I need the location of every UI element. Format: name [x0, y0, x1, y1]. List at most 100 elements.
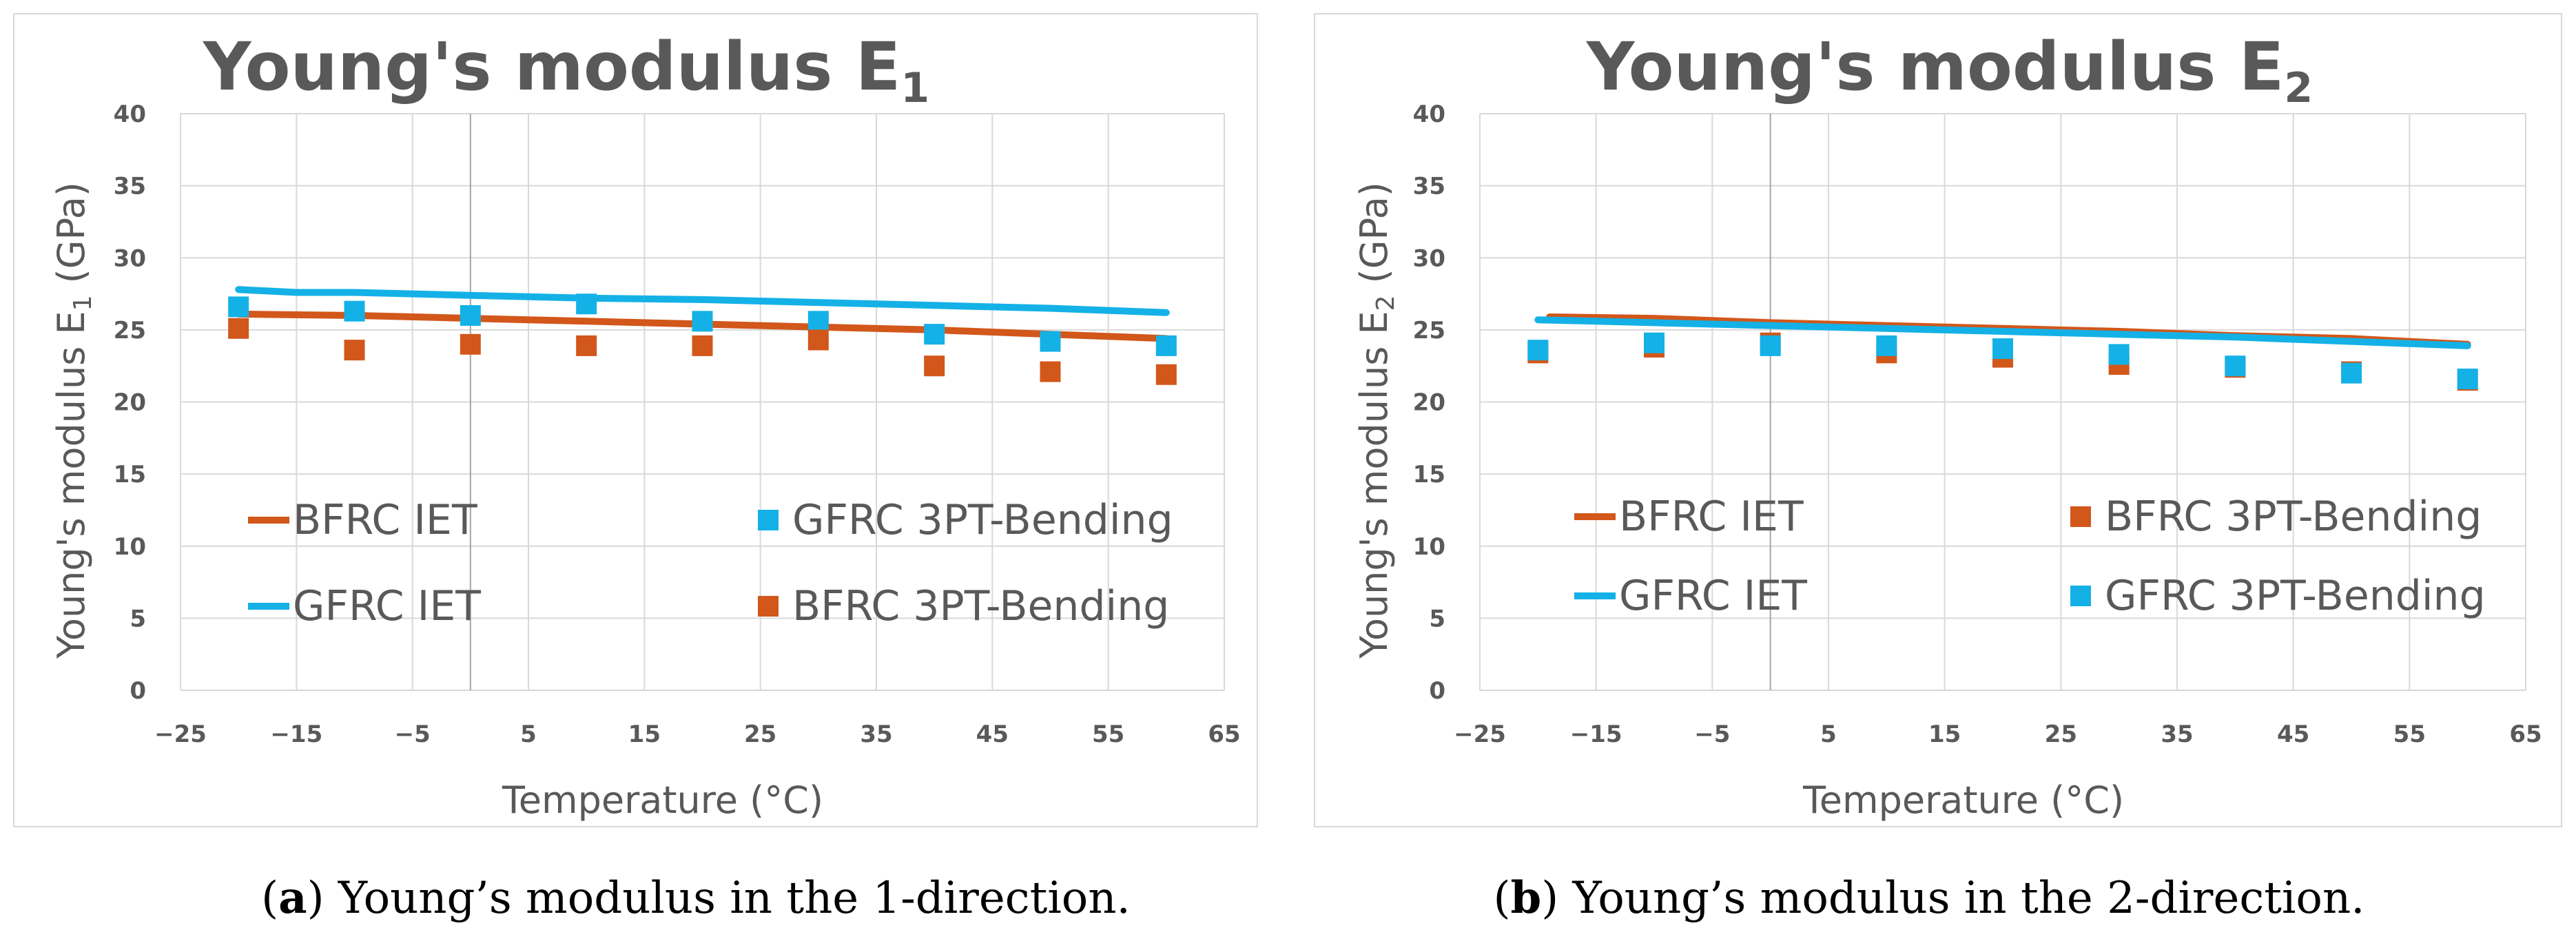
data-point-gfrc-3pt-bending [228, 296, 249, 318]
x-tick-label: 65 [1208, 721, 1240, 748]
y-tick-label: 10 [1413, 533, 1445, 561]
y-tick-label: 25 [114, 317, 146, 344]
x-axis-ticks: −25 −15 −5 5 15 25 35 45 55 65 [154, 721, 1241, 748]
y-tick-label: 20 [114, 389, 146, 417]
legend-label-bfrc-iet: BFRC IET [1619, 493, 1804, 541]
data-point-gfrc-3pt-bending [460, 304, 481, 326]
data-point-bfrc-3pt-bending [460, 333, 481, 355]
y-axis-ticks: 0 5 10 15 20 25 30 35 40 [1413, 101, 1445, 705]
x-tick-label: 35 [2161, 721, 2193, 748]
y-axis-label: Young's modulus E1 (GPa) [50, 182, 97, 659]
legend-label-gfrc-3pt-bending: GFRC 3PT-Bending [792, 496, 1173, 544]
x-tick-label: 45 [2277, 721, 2309, 748]
legend: BFRC IET GFRC 3PT-Bending GFRC IET BFRC 3PT… [248, 496, 1173, 630]
y-tick-label: 15 [1413, 461, 1445, 488]
legend-swatch-gfrc-3pt-bending [2070, 586, 2091, 606]
x-tick-label: 65 [2509, 721, 2542, 748]
y-tick-label: 30 [114, 245, 146, 272]
x-axis-ticks: −25 −15 −5 5 15 25 35 45 55 65 [1454, 721, 2542, 748]
data-point-gfrc-3pt-bending [1527, 340, 1549, 361]
data-point-bfrc-3pt-bending [576, 335, 597, 356]
data-point-gfrc-3pt-bending [1155, 335, 1177, 356]
y-tick-label: 20 [1413, 389, 1445, 417]
x-tick-label: −5 [1694, 721, 1730, 748]
data-point-bfrc-3pt-bending [692, 335, 713, 356]
y-axis-label: Young's modulus E2 (GPa) [1352, 182, 1400, 659]
data-point-bfrc-3pt-bending [344, 340, 365, 361]
data-point-gfrc-3pt-bending [1644, 332, 1665, 353]
y-tick-label: 40 [1413, 101, 1445, 128]
data-point-gfrc-3pt-bending [924, 324, 945, 345]
x-tick-label: 55 [2393, 721, 2426, 748]
data-point-gfrc-3pt-bending [2341, 362, 2362, 384]
data-point-gfrc-3pt-bending [1876, 335, 1897, 356]
y-tick-label: 0 [1429, 677, 1445, 705]
legend-label-bfrc-iet: BFRC IET [293, 496, 477, 544]
data-point-bfrc-3pt-bending [228, 318, 249, 339]
legend: BFRC IET BFRC 3PT-Bending GFRC IET GFRC 3PT… [1574, 493, 2486, 620]
data-point-gfrc-3pt-bending [1992, 338, 2013, 360]
x-tick-label: −5 [395, 721, 431, 748]
chart-frame [1314, 13, 2562, 827]
data-series [1527, 313, 2478, 391]
legend-label-gfrc-iet: GFRC IET [293, 582, 481, 630]
x-axis-label: Temperature (°C) [1802, 778, 2124, 822]
y-tick-label: 0 [130, 677, 146, 705]
x-tick-label: 55 [1092, 721, 1124, 748]
data-point-gfrc-3pt-bending [576, 293, 597, 315]
data-point-gfrc-3pt-bending [692, 311, 713, 332]
x-tick-label: −15 [270, 721, 322, 748]
x-tick-label: 5 [520, 721, 537, 748]
y-tick-label: 30 [1413, 245, 1445, 272]
x-axis-label: Temperature (°C) [502, 778, 823, 822]
data-point-bfrc-3pt-bending [1155, 364, 1177, 385]
x-tick-label: 25 [2045, 721, 2077, 748]
data-point-gfrc-3pt-bending [344, 300, 365, 322]
y-axis-ticks: 0 5 10 15 20 25 30 35 40 [114, 101, 146, 705]
chart-title: Young's modulus E1 [203, 28, 929, 112]
x-tick-label: 45 [976, 721, 1009, 748]
data-point-bfrc-3pt-bending [807, 329, 829, 351]
legend-swatch-bfrc-3pt-bending [2070, 506, 2091, 527]
legend-swatch-bfrc-3pt-bending [758, 596, 779, 617]
x-tick-label: 5 [1820, 721, 1837, 748]
x-tick-label: −25 [154, 721, 207, 748]
series-line-gfrc-iet [235, 286, 1170, 316]
data-point-gfrc-3pt-bending [807, 311, 829, 332]
legend-label-bfrc-3pt-bending: BFRC 3PT-Bending [792, 582, 1169, 630]
y-tick-label: 5 [1429, 605, 1445, 632]
y-tick-label: 15 [114, 461, 146, 488]
x-tick-label: 25 [744, 721, 776, 748]
y-tick-label: 10 [114, 533, 146, 561]
x-tick-label: −25 [1454, 721, 1506, 748]
x-tick-label: −15 [1570, 721, 1622, 748]
caption-b: (b) Young’s modulus in the 2-direction. [1493, 872, 2364, 924]
chart-frame [13, 13, 1258, 827]
caption-a: (a) Young’s modulus in the 1-direction. [261, 872, 1131, 924]
x-tick-label: 15 [1928, 721, 1961, 748]
y-tick-label: 5 [130, 605, 146, 632]
legend-label-gfrc-iet: GFRC IET [1619, 572, 1807, 620]
chart-title: Young's modulus E2 [1586, 28, 2313, 112]
legend-swatch-gfrc-3pt-bending [758, 510, 779, 530]
y-tick-label: 25 [1413, 317, 1445, 344]
y-tick-label: 40 [114, 101, 146, 128]
y-tick-label: 35 [1413, 173, 1445, 200]
series-line-gfrc-iet [1534, 316, 2471, 349]
data-point-gfrc-3pt-bending [1040, 331, 1061, 352]
data-point-gfrc-3pt-bending [2108, 344, 2130, 365]
data-point-gfrc-3pt-bending [1760, 335, 1781, 356]
data-point-gfrc-3pt-bending [2457, 369, 2478, 390]
data-point-bfrc-3pt-bending [924, 355, 945, 377]
legend-label-bfrc-3pt-bending: BFRC 3PT-Bending [2105, 493, 2482, 541]
x-tick-label: 15 [628, 721, 661, 748]
y-tick-label: 35 [114, 173, 146, 200]
legend-label-gfrc-3pt-bending: GFRC 3PT-Bending [2105, 572, 2486, 620]
x-tick-label: 35 [860, 721, 892, 748]
data-point-gfrc-3pt-bending [2225, 355, 2246, 377]
data-point-bfrc-3pt-bending [1040, 361, 1061, 382]
data-series [228, 286, 1177, 385]
